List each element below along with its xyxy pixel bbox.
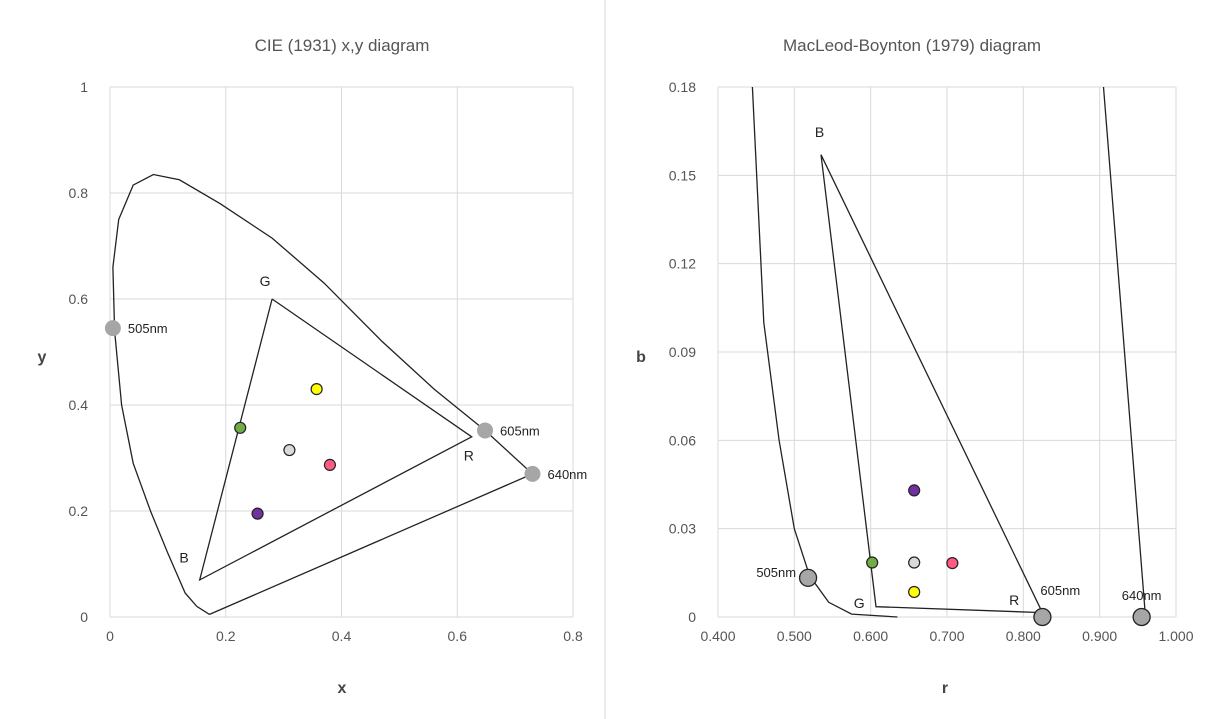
chart2-xlabel: r	[942, 680, 948, 697]
chart1-primary-marker	[477, 422, 494, 439]
chart1-gamut-label-g: G	[260, 273, 271, 289]
chart1-point	[310, 383, 323, 396]
chart1-spectral-locus	[112, 173, 534, 615]
chart1-xtick-label: 0.6	[448, 628, 468, 644]
chart1-xtick-label: 0.4	[332, 628, 352, 644]
chart2-spectral-locus-right	[1102, 86, 1147, 618]
chart2-gamut-label-b: B	[815, 124, 824, 140]
chart1-xlabel: x	[338, 680, 347, 697]
chart1-ytick-label: 0.4	[69, 397, 89, 413]
chart1-point	[234, 421, 247, 434]
chart2-xtick-label: 0.800	[1006, 628, 1041, 644]
chart2-xtick-label: 0.600	[853, 628, 888, 644]
chart1-ylabel: y	[38, 349, 47, 366]
chart2-gamut-triangle	[820, 154, 1044, 614]
chart2-point	[946, 557, 959, 570]
chart2-gamut-label-r: R	[1009, 592, 1019, 608]
chart2-ytick-label: 0.09	[669, 344, 696, 360]
chart1-gamut-triangle	[198, 298, 473, 582]
chart1-ytick-label: 0	[80, 609, 88, 625]
chart1-xtick-label: 0.2	[216, 628, 236, 644]
chart1-point	[323, 458, 337, 471]
chart1-xtick-label: 0	[106, 628, 114, 644]
chart1-primary-label: 605nm	[500, 423, 540, 438]
chart1-gamut-label-b: B	[179, 549, 188, 565]
chart2-primary-marker	[798, 568, 818, 587]
chart1-primary-marker	[524, 465, 541, 482]
chart1-primary-marker	[104, 320, 121, 337]
chart2-point	[908, 556, 921, 569]
chart2-point	[908, 484, 921, 497]
chart1-point	[251, 507, 264, 520]
chart2-point	[908, 585, 921, 599]
chart2-primary-marker	[1033, 607, 1052, 627]
chart2-primary-label: 505nm	[756, 565, 796, 580]
chart2-title: MacLeod-Boynton (1979) diagram	[783, 36, 1041, 55]
chart1-ytick-label: 0.8	[69, 185, 89, 201]
chart2-ylabel: b	[636, 349, 646, 366]
chart1-title: CIE (1931) x,y diagram	[255, 36, 430, 55]
chart1-ytick-label: 0.2	[69, 503, 89, 519]
chart2-primary-label: 640nm	[1122, 588, 1162, 603]
chart1-xtick-label: 0.8	[563, 628, 583, 644]
chart1-primary-label: 640nm	[547, 467, 587, 482]
chart2-xtick-label: 0.400	[700, 628, 735, 644]
chart1-primary-label: 505nm	[128, 321, 168, 336]
chart2-primary-label: 605nm	[1040, 583, 1080, 598]
chart2-xtick-label: 1.000	[1158, 628, 1193, 644]
chart2-ytick-label: 0.15	[669, 167, 696, 183]
chart1-point	[283, 443, 296, 457]
chart2-xtick-label: 0.500	[777, 628, 812, 644]
chart2-primary-marker	[1132, 607, 1151, 627]
chart2-ytick-label: 0.06	[669, 432, 696, 448]
chart2-gamut-label-g: G	[854, 595, 865, 611]
chart2-xtick-label: 0.900	[1082, 628, 1117, 644]
chart2-spectral-locus-left	[751, 86, 898, 618]
chart2-ytick-label: 0.12	[669, 256, 696, 272]
chart1-gamut-label-r: R	[464, 448, 474, 464]
chart2-ytick-label: 0	[688, 609, 696, 625]
chart1-ytick-label: 1	[80, 79, 88, 95]
chart2-xtick-label: 0.700	[929, 628, 964, 644]
chart2-ytick-label: 0.18	[669, 79, 696, 95]
chart1-ytick-label: 0.6	[69, 291, 89, 307]
chart2-point	[866, 556, 879, 569]
chart2-ytick-label: 0.03	[669, 521, 696, 537]
